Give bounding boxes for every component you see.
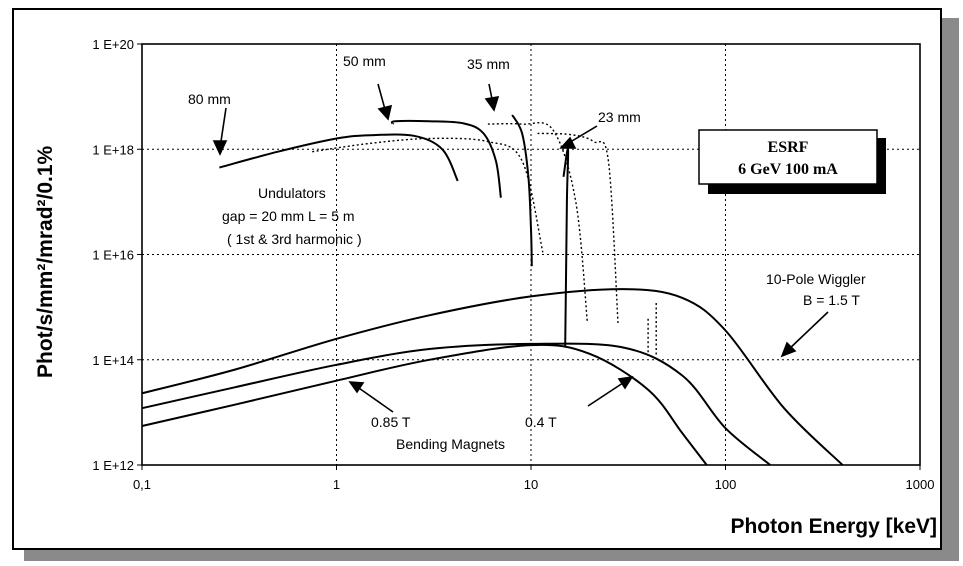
arrow-wiggler bbox=[780, 311, 829, 358]
label-undulator-gap: gap = 20 mm L = 5 m bbox=[222, 208, 355, 224]
series-bm-0.4 bbox=[141, 343, 708, 466]
label-23mm: 23 mm bbox=[598, 109, 641, 125]
x-tick-label: 10 bbox=[524, 477, 538, 492]
y-axis-title: Phot/s/mm²/mrad²/0.1% bbox=[34, 145, 57, 378]
series-wiggler bbox=[141, 288, 844, 466]
label-harmonics: ( 1st & 3rd harmonic ) bbox=[227, 231, 362, 247]
label-50mm: 50 mm bbox=[343, 53, 386, 69]
series-bm-0.85 bbox=[141, 342, 771, 466]
annotations: 80 mm 50 mm 35 mm 23 mm Undulators gap =… bbox=[188, 53, 866, 452]
label-wiggler-field: B = 1.5 T bbox=[803, 292, 860, 308]
y-tick-label: 1 E+16 bbox=[92, 248, 134, 263]
y-tick-label: 1 E+12 bbox=[92, 458, 134, 473]
label-80mm: 80 mm bbox=[188, 91, 231, 107]
x-tick-label: 1 bbox=[333, 477, 340, 492]
tick-labels: 0,1 1 10 100 1000 1 E+12 1 E+14 1 E+16 1 E+18 1 E… bbox=[92, 37, 934, 492]
series-u80-fund bbox=[219, 133, 459, 182]
label-bending-magnets: Bending Magnets bbox=[396, 436, 505, 452]
series-layer bbox=[141, 114, 844, 466]
series-u50-fund bbox=[390, 119, 502, 198]
label-wiggler: 10-Pole Wiggler bbox=[766, 271, 866, 287]
label-35mm: 35 mm bbox=[467, 56, 510, 72]
series-u50-3rd bbox=[487, 122, 589, 324]
arrow-80mm bbox=[212, 107, 228, 156]
series-u23 bbox=[562, 148, 570, 347]
esrf-label-box: ESRF 6 GeV 100 mA bbox=[698, 129, 886, 194]
annotation-arrows bbox=[212, 83, 829, 413]
esrf-label-line2: 6 GeV 100 mA bbox=[738, 161, 838, 178]
x-axis-title: Photon Energy [keV] bbox=[730, 515, 937, 538]
arrow-50mm bbox=[377, 83, 393, 121]
label-0.4T: 0.4 T bbox=[525, 414, 557, 430]
chart-frame bbox=[12, 8, 942, 550]
y-tick-label: 1 E+18 bbox=[92, 142, 134, 157]
arrow-35mm bbox=[484, 83, 500, 112]
y-tick-label: 1 E+14 bbox=[92, 353, 134, 368]
arrow-23mm bbox=[559, 125, 598, 149]
label-undulators: Undulators bbox=[258, 185, 326, 201]
arrow-0.85T bbox=[348, 381, 394, 413]
label-0.85T: 0.85 T bbox=[371, 414, 411, 430]
x-tick-label: 0,1 bbox=[133, 477, 151, 492]
arrow-0.4T bbox=[587, 375, 634, 407]
series-u35 bbox=[511, 114, 533, 267]
x-tick-label: 1000 bbox=[906, 477, 935, 492]
y-tick-label: 1 E+20 bbox=[92, 37, 134, 52]
esrf-label-line1: ESRF bbox=[768, 139, 809, 156]
x-tick-label: 100 bbox=[715, 477, 737, 492]
